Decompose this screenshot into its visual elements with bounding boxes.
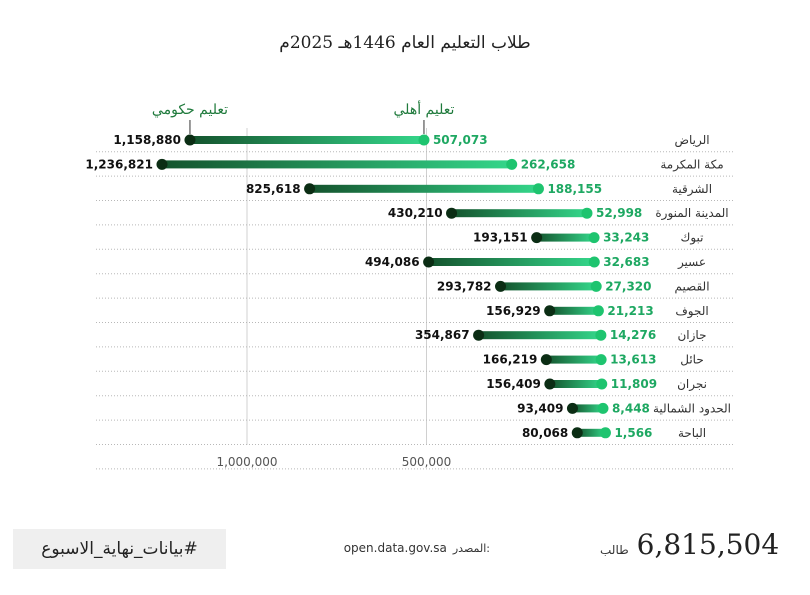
labels-layer: 1,158,880 507,073 الرياض 1,236,821 262,658 مك… — [85, 133, 731, 440]
total-students: طالب 6,815,504 — [600, 528, 779, 561]
total-unit: طالب — [600, 543, 629, 557]
government-point — [184, 134, 196, 146]
dumbbell-bar — [546, 355, 602, 364]
x-tick-label: 500,000 — [402, 455, 452, 469]
private-point — [597, 402, 609, 414]
private-point — [595, 354, 607, 366]
private-point — [418, 134, 430, 146]
private-point — [588, 256, 600, 268]
dumbbell-bar — [189, 136, 424, 144]
government-value-label: 156,409 — [486, 377, 541, 391]
x-axis: 1,000,000 500,000 — [216, 455, 451, 469]
private-point — [599, 427, 611, 439]
government-point — [446, 207, 458, 219]
chart-title: طلاب التعليم العام 1446هـ 2025م — [279, 33, 531, 53]
legend: تعليم حكومي تعليم أهلي — [152, 99, 455, 134]
private-point — [532, 183, 544, 195]
private-value-label: 1,566 — [614, 426, 652, 440]
government-value-label: 354,867 — [415, 328, 470, 342]
dumbbell-bar — [428, 258, 595, 266]
x-tick-label: 1,000,000 — [216, 455, 277, 469]
source-label: المصدر: — [452, 542, 490, 555]
region-label: المدينة المنورة — [655, 206, 728, 221]
private-point — [596, 378, 608, 390]
dumbbell-bar — [549, 306, 599, 315]
government-value-label: 430,210 — [388, 206, 443, 220]
private-value-label: 8,448 — [612, 401, 650, 415]
region-label: الحدود الشمالية — [653, 401, 731, 416]
government-value-label: 93,409 — [517, 401, 563, 415]
hashtag-text: #بيانات_نهاية_الاسبوع — [41, 539, 198, 559]
dumbbell-bar — [572, 404, 603, 413]
government-value-label: 193,151 — [473, 231, 528, 245]
government-point — [156, 158, 168, 170]
government-value-label: 166,219 — [483, 353, 538, 367]
region-label: مكة المكرمة — [660, 157, 723, 172]
government-point — [571, 427, 583, 439]
region-label: تبوك — [680, 231, 703, 246]
private-point — [581, 207, 593, 219]
private-value-label: 13,613 — [610, 353, 656, 367]
government-value-label: 1,236,821 — [85, 157, 153, 171]
dumbbell-bar — [161, 160, 512, 169]
government-value-label: 825,618 — [246, 182, 301, 196]
private-value-label: 507,073 — [433, 133, 488, 147]
government-point — [495, 280, 507, 292]
private-value-label: 262,658 — [521, 157, 576, 171]
private-point — [506, 158, 518, 170]
government-value-label: 494,086 — [365, 255, 420, 269]
dumbbell-chart: 1,000,000 500,000 تعليم حكومي تعليم أهلي 1… — [85, 99, 735, 470]
private-value-label: 188,155 — [547, 182, 602, 196]
dumbbell-bar — [309, 184, 539, 193]
region-label: القصيم — [674, 279, 709, 293]
private-value-label: 11,809 — [611, 377, 657, 391]
government-point — [423, 256, 435, 268]
private-value-label: 52,998 — [596, 206, 642, 220]
dumbbell-bar — [536, 233, 595, 242]
region-label: الشرقية — [672, 182, 712, 197]
government-value-label: 80,068 — [522, 426, 568, 440]
government-value-label: 1,158,880 — [113, 133, 181, 147]
government-point — [540, 354, 552, 366]
dumbbell-bar — [500, 282, 597, 291]
private-value-label: 32,683 — [603, 255, 649, 269]
dumbbell-bar — [478, 331, 601, 340]
dumbbell-bars — [156, 134, 611, 439]
government-point — [544, 378, 556, 390]
region-label: نجران — [677, 377, 707, 392]
government-point — [473, 329, 485, 341]
region-label: الباحة — [678, 426, 706, 440]
government-value-label: 293,782 — [437, 279, 492, 293]
grid-layer — [96, 128, 735, 470]
total-number: 6,815,504 — [636, 528, 780, 561]
private-point — [592, 305, 604, 317]
dumbbell-bar — [549, 380, 602, 388]
private-value-label: 27,320 — [605, 279, 651, 293]
region-label: الجوف — [675, 304, 708, 319]
government-value-label: 156,929 — [486, 304, 541, 318]
region-label: الرياض — [674, 133, 709, 148]
private-point — [595, 329, 607, 341]
government-point — [566, 402, 578, 414]
private-value-label: 21,213 — [607, 304, 653, 318]
private-value-label: 14,276 — [610, 328, 656, 342]
legend-government: تعليم حكومي — [152, 102, 228, 118]
government-point — [544, 305, 556, 317]
private-point — [588, 232, 600, 244]
government-point — [304, 183, 316, 195]
legend-private: تعليم أهلي — [394, 99, 455, 118]
source-url[interactable]: open.data.gov.sa — [343, 541, 447, 555]
region-label: حائل — [680, 353, 704, 367]
region-label: عسير — [677, 255, 706, 270]
government-point — [531, 232, 543, 244]
region-label: جازان — [677, 328, 706, 343]
hashtag-box: #بيانات_نهاية_الاسبوع — [13, 529, 226, 569]
source: open.data.gov.sa المصدر: — [320, 541, 490, 555]
private-point — [590, 280, 602, 292]
private-value-label: 33,243 — [603, 231, 649, 245]
dumbbell-bar — [451, 209, 587, 218]
dumbbell-bar — [577, 428, 606, 437]
